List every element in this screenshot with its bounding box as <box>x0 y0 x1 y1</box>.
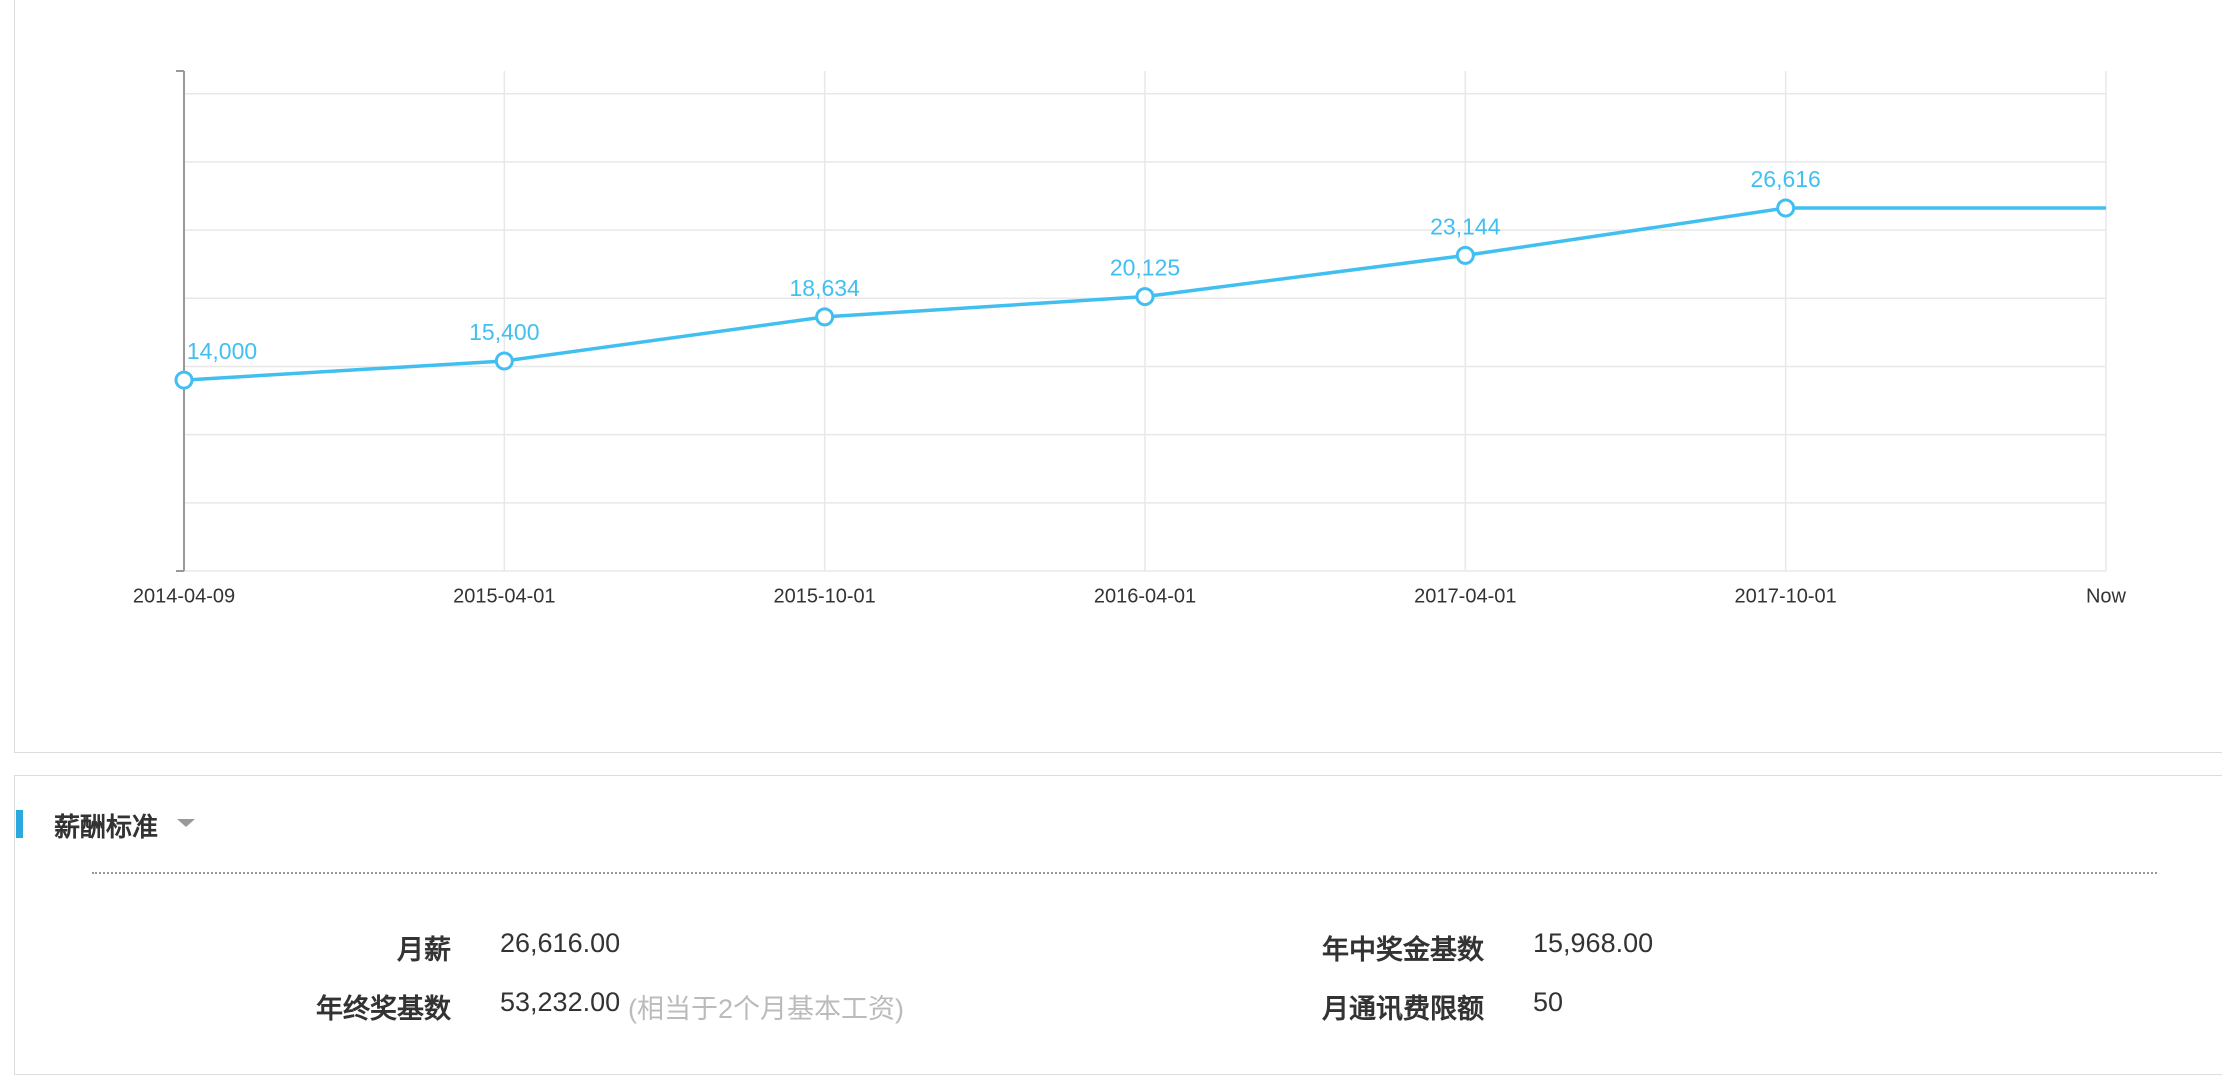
field-label: 年终奖基数 <box>316 994 451 1024</box>
chart-panel <box>14 0 2222 753</box>
field-note: (相当于2个月基本工资) <box>628 994 904 1024</box>
value-label: 14,000 <box>187 338 257 364</box>
field-label: 月薪 <box>397 935 451 965</box>
field-label: 月通讯费限额 <box>1322 994 1484 1024</box>
x-tick-label: Now <box>2086 585 2127 607</box>
field-value: 53,232.00 <box>500 987 621 1017</box>
section-marker <box>16 810 23 838</box>
point <box>815 307 835 327</box>
point <box>174 370 194 390</box>
value-label: 23,144 <box>1430 213 1501 239</box>
value-label: 20,125 <box>1110 255 1180 281</box>
field-value: 50 <box>1533 987 1564 1017</box>
point <box>1776 198 1796 218</box>
point <box>1455 245 1475 265</box>
x-tick-label: 2017-10-01 <box>1735 585 1837 607</box>
field-label: 年中奖金基数 <box>1322 935 1484 965</box>
value-label: 26,616 <box>1750 166 1820 192</box>
section-title[interactable]: 薪酬标准 <box>54 812 159 842</box>
point <box>494 351 514 371</box>
value-label: 15,400 <box>469 319 539 345</box>
point <box>1135 287 1155 307</box>
chart: 2014-04-09 2015-04-01 2015-10-01 2016-04-01… <box>133 70 2127 607</box>
field-value: 26,616.00 <box>500 928 621 958</box>
x-tick-label: 2014-04-09 <box>133 585 235 607</box>
divider <box>92 872 2157 874</box>
x-tick-label: 2015-04-01 <box>453 585 555 607</box>
x-tick-label: 2015-10-01 <box>774 585 876 607</box>
salary-panel <box>14 775 2222 1075</box>
x-tick-label: 2016-04-01 <box>1094 585 1196 607</box>
value-label: 18,634 <box>789 275 860 301</box>
dropdown-arrow[interactable] <box>175 817 197 829</box>
field-value: 15,968.00 <box>1533 928 1654 958</box>
x-tick-label: 2017-04-01 <box>1414 585 1516 607</box>
